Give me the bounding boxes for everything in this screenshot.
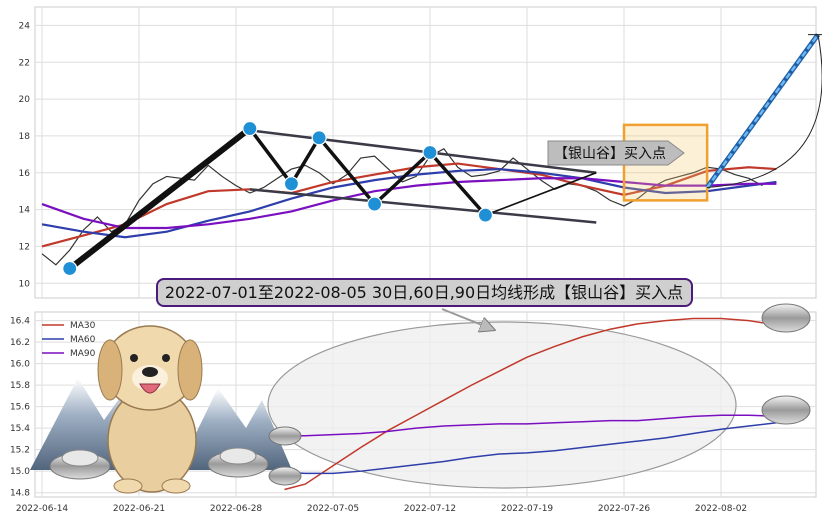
legend: MA30 MA60 MA90 [42, 321, 96, 359]
y-tick-label: 24 [19, 21, 31, 31]
pivot-point [422, 144, 438, 161]
ma-y-axis: 14.8 15.0 15.2 15.4 15.6 15.8 16.0 16.2 16.4 [10, 317, 30, 499]
x-tick-label: 2022-07-26 [598, 504, 651, 514]
date-x-axis: 2022-06-14 2022-06-21 2022-06-28 2022-07-05… [16, 504, 747, 514]
banner-text: 2022-07-01至2022-08-05 30日,60日,90日均线形成【银山… [165, 283, 683, 302]
silver-ingot-icon [268, 466, 302, 486]
x-tick-label: 2022-06-28 [210, 504, 263, 514]
silver-ingot-icon [207, 447, 269, 478]
pivot-point [242, 120, 258, 137]
projection-arrow [706, 33, 820, 189]
zigzag-pattern [248, 127, 487, 217]
y-tick-label: 16.4 [10, 317, 30, 327]
banner-arrow [441, 308, 492, 329]
y-tick-label: 20 [19, 95, 31, 105]
x-tick-label: 2022-07-19 [501, 504, 554, 514]
legend-ma60-label: MA60 [70, 335, 96, 345]
y-tick-label: 22 [19, 58, 30, 68]
y-tick-label: 16.0 [10, 360, 30, 370]
legend-ma90-label: MA90 [70, 349, 96, 359]
y-tick-label: 12 [19, 242, 30, 252]
ma-series [284, 317, 805, 491]
pivot-point [311, 130, 327, 146]
dog-illustration [97, 325, 203, 494]
series-line-ma60 [284, 418, 805, 475]
y-tick-label: 14 [19, 206, 31, 216]
channel-lower-line [249, 188, 597, 224]
x-tick-label: 2022-08-02 [695, 504, 747, 514]
y-tick-label: 14.8 [10, 489, 30, 499]
breakout-line [485, 172, 597, 216]
trend-leg [66, 125, 253, 272]
legend-ma30-label: MA30 [70, 321, 96, 331]
y-tick-label: 15.8 [10, 381, 30, 391]
x-tick-label: 2022-06-21 [113, 504, 165, 514]
highlight-ellipse [267, 321, 737, 489]
series-line-price [41, 148, 763, 266]
y-tick-label: 18 [19, 132, 31, 142]
series-line-ma30 [284, 317, 805, 491]
series-line-ma60 [41, 167, 777, 239]
title-banner: 2022-07-01至2022-08-05 30日,60日,90日均线形成【银山… [156, 278, 693, 307]
pivot-point [283, 176, 300, 192]
x-tick-label: 2022-07-05 [307, 504, 359, 514]
callout-arrow-box [547, 140, 685, 166]
y-tick-label: 10 [19, 279, 31, 289]
price-panel: 10 12 14 16 18 20 22 24 【银山谷】买入点 [19, 6, 822, 299]
callout-label: 【银山谷】买入点 [554, 146, 666, 162]
silver-ingot-icon [49, 449, 111, 480]
banner-box [156, 278, 693, 307]
y-tick-label: 16 [19, 169, 31, 179]
pivot-point [62, 260, 78, 277]
silver-ingot-icon [761, 303, 811, 333]
y-tick-label: 15.2 [10, 446, 30, 456]
series-line-ma90 [284, 414, 805, 437]
y-tick-label: 15.4 [10, 424, 30, 434]
price-y-axis: 10 12 14 16 18 20 22 24 [19, 21, 31, 289]
x-tick-label: 2022-07-12 [404, 504, 456, 514]
pivot-point [366, 196, 383, 212]
silver-ingot-icon [761, 395, 811, 425]
y-tick-label: 15.6 [10, 403, 30, 413]
y-tick-label: 15.0 [10, 467, 30, 477]
pattern-overlay: 【银山谷】买入点 [62, 33, 822, 277]
pivot-point [477, 207, 494, 223]
ma-panel: 14.8 15.0 15.2 15.4 15.6 15.8 16.0 16.2 16.4 202… [10, 303, 817, 514]
y-tick-label: 16.2 [10, 338, 30, 348]
series-line-ma90 [41, 177, 777, 230]
silver-ingot-icon [268, 426, 302, 446]
x-tick-label: 2022-06-14 [16, 504, 69, 514]
